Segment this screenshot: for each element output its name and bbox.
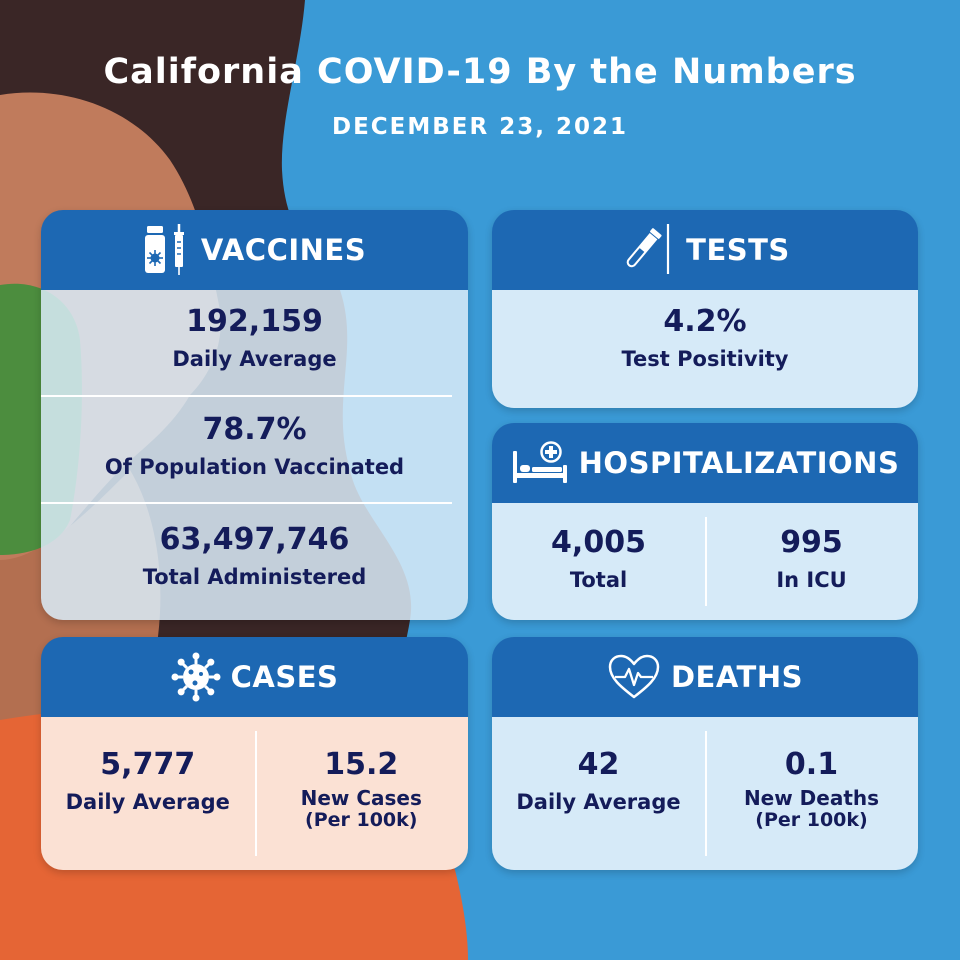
vaccines-body: 192,159 Daily Average 78.7% Of Populatio… [41, 290, 468, 620]
stat-label: New Deaths [743, 786, 880, 810]
stat-value: 15.2 [324, 747, 399, 782]
hospitalizations-card: HOSPITALIZATIONS 4,005 Total 995 In ICU [492, 423, 918, 620]
stat-value: 4,005 [551, 525, 646, 560]
tests-card: TESTS 4.2% Test Positivity [492, 210, 918, 408]
divider [41, 395, 452, 397]
stat-value: 192,159 [186, 304, 323, 339]
stat: 4,005 Total [492, 525, 705, 593]
test-tube-swab-icon [626, 224, 670, 274]
vaccines-heading: VACCINES [200, 233, 367, 267]
cases-new-per-100k: 15.2 New Cases (Per 100k) [255, 717, 469, 870]
cases-heading: CASES [230, 660, 339, 694]
stat-value: 78.7% [202, 412, 307, 447]
vaccines-header: VACCINES [41, 210, 468, 290]
stat-label: Total Administered [142, 565, 367, 589]
stat: 0.1 New Deaths (Per 100k) [705, 747, 918, 831]
tests-heading: TESTS [686, 233, 790, 267]
stat-label: Daily Average [172, 347, 337, 371]
hospitalizations-body: 4,005 Total 995 In ICU [492, 503, 918, 620]
deaths-new-per-100k: 0.1 New Deaths (Per 100k) [705, 717, 918, 870]
stat-label: In ICU [776, 568, 847, 592]
stat: 995 In ICU [705, 525, 918, 593]
tests-body: 4.2% Test Positivity [492, 290, 918, 408]
hospitalizations-total: 4,005 Total [492, 503, 705, 620]
stat-value: 995 [780, 525, 843, 560]
stat: 42 Daily Average [492, 747, 705, 815]
deaths-heading: DEATHS [670, 660, 803, 694]
stat-value: 4.2% [663, 304, 747, 339]
report-date: DECEMBER 23, 2021 [331, 114, 628, 140]
stat-value: 63,497,746 [159, 522, 350, 557]
stat-label: Of Population Vaccinated [104, 455, 405, 479]
heart-pulse-icon [608, 654, 660, 699]
page-title: California COVID-19 By the Numbers [103, 52, 857, 92]
stat-sublabel: (Per 100k) [755, 809, 868, 831]
deaths-body: 42 Daily Average 0.1 New Deaths (Per 100… [492, 717, 918, 870]
stat-value: 0.1 [784, 747, 839, 782]
hospitalizations-icu: 995 In ICU [705, 503, 918, 620]
deaths-header: DEATHS [492, 637, 918, 717]
stat-label: Daily Average [65, 790, 230, 814]
vaccines-percent-vaccinated: 78.7% Of Population Vaccinated [41, 412, 468, 480]
divider [705, 517, 707, 606]
cases-daily-average: 5,777 Daily Average [41, 717, 255, 870]
cases-card: CASES 5,777 Daily Average 15.2 New Cases… [41, 637, 468, 870]
divider [254, 731, 257, 856]
stat-label: New Cases [300, 786, 422, 810]
virus-icon [171, 652, 221, 702]
vaccines-card: VACCINES 192,159 Daily Average 78.7% Of … [41, 210, 468, 620]
stat-label: Total [569, 568, 628, 592]
divider [41, 502, 452, 504]
stat: 5,777 Daily Average [41, 747, 255, 815]
hospitalizations-heading: HOSPITALIZATIONS [578, 446, 900, 480]
tests-header: TESTS [492, 210, 918, 290]
deaths-card: DEATHS 42 Daily Average 0.1 New Deaths (… [492, 637, 918, 870]
stat-value: 42 [577, 747, 620, 782]
hospitalizations-header: HOSPITALIZATIONS [492, 423, 918, 503]
stat-value: 5,777 [100, 747, 196, 782]
hospital-bed-icon [512, 441, 567, 483]
stat-label: Test Positivity [621, 347, 789, 371]
stat-sublabel: (Per 100k) [305, 809, 418, 831]
vaccines-daily-average: 192,159 Daily Average [41, 304, 468, 372]
vaccines-total-administered: 63,497,746 Total Administered [41, 522, 468, 590]
tests-positivity: 4.2% Test Positivity [492, 304, 918, 372]
deaths-daily-average: 42 Daily Average [492, 717, 705, 870]
cases-header: CASES [41, 637, 468, 717]
cases-body: 5,777 Daily Average 15.2 New Cases (Per … [41, 717, 468, 870]
vaccine-vial-syringe-icon [144, 224, 184, 275]
stat-label: Daily Average [516, 790, 681, 814]
stat: 15.2 New Cases (Per 100k) [255, 747, 469, 831]
divider [705, 731, 707, 856]
